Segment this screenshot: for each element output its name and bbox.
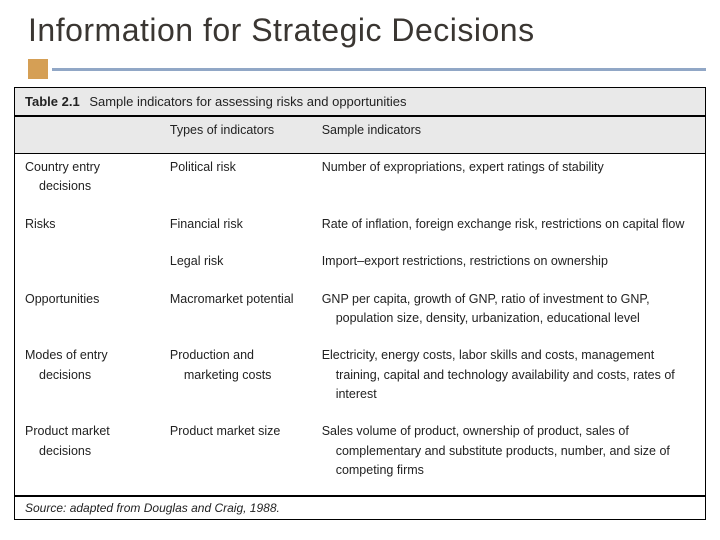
slide: Information for Strategic Decisions Tabl… — [0, 0, 720, 540]
table-row: Modes of entry decisions Production and … — [15, 342, 705, 418]
col-header-types: Types of indicators — [160, 117, 312, 154]
accent-divider — [0, 59, 720, 79]
cell-category: Risks — [25, 215, 150, 234]
cell-indicator: Electricity, energy costs, labor skills … — [322, 346, 695, 404]
indicators-table: Types of indicators Sample indicators Co… — [15, 117, 705, 495]
cell-indicator: Sales volume of product, ownership of pr… — [322, 422, 695, 480]
title-area: Information for Strategic Decisions — [0, 0, 720, 49]
table-caption: Table 2.1 Sample indicators for assessin… — [15, 88, 705, 117]
cell-type: Macromarket potential — [170, 290, 302, 309]
cell-indicator: Number of expropriations, expert ratings… — [322, 158, 695, 177]
table-header-row: Types of indicators Sample indicators — [15, 117, 705, 154]
cell-indicator: Rate of inflation, foreign exchange risk… — [322, 215, 695, 234]
table-row: Country entry decisions Political risk N… — [15, 154, 705, 211]
table-row: Risks Financial risk Rate of inflation, … — [15, 211, 705, 248]
cell-category: Modes of entry decisions — [25, 346, 150, 385]
cell-type: Production and marketing costs — [170, 346, 302, 385]
cell-type: Product market size — [170, 422, 302, 441]
table-number: Table 2.1 — [25, 94, 80, 109]
accent-square-icon — [28, 59, 48, 79]
table-row: Opportunities Macromarket potential GNP … — [15, 286, 705, 343]
table-row: Product market decisions Product market … — [15, 418, 705, 494]
indicators-table-container: Table 2.1 Sample indicators for assessin… — [14, 87, 706, 520]
source-text: adapted from Douglas and Craig, 1988. — [70, 501, 280, 515]
cell-indicator: GNP per capita, growth of GNP, ratio of … — [322, 290, 695, 329]
cell-type: Financial risk — [170, 215, 302, 234]
col-header-category — [15, 117, 160, 154]
table-row: Legal risk Import–export restrictions, r… — [15, 248, 705, 285]
cell-type: Political risk — [170, 158, 302, 177]
cell-category: Country entry decisions — [25, 158, 150, 197]
cell-category: Product market decisions — [25, 422, 150, 461]
table-source: Source: adapted from Douglas and Craig, … — [15, 495, 705, 519]
col-header-sample: Sample indicators — [312, 117, 705, 154]
page-title: Information for Strategic Decisions — [28, 12, 692, 49]
cell-category: Opportunities — [25, 290, 150, 309]
cell-indicator: Import–export restrictions, restrictions… — [322, 252, 695, 271]
cell-type: Legal risk — [170, 252, 302, 271]
source-label: Source: — [25, 501, 66, 515]
table-caption-text: Sample indicators for assessing risks an… — [89, 94, 406, 109]
accent-line — [52, 68, 706, 71]
